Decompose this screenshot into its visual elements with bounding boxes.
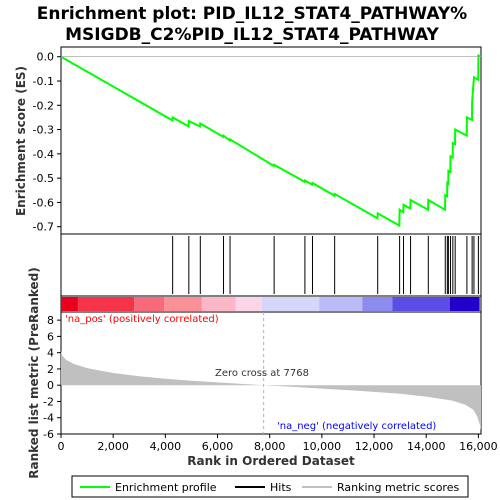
- es-point-3: [222, 134, 225, 137]
- es-point-18: [452, 142, 454, 144]
- es-point-2: [199, 122, 202, 125]
- heatmap-segment-8: [362, 297, 393, 311]
- heatmap-segment-4: [201, 297, 236, 311]
- es-point-11: [402, 204, 405, 206]
- es-point-8: [333, 193, 336, 195]
- es-ytick-label-6: -0.6: [33, 196, 54, 209]
- rank-heatmap-bar: [61, 297, 480, 311]
- heatmap-segment-7: [319, 297, 363, 311]
- es-y-axis-label: Enrichment score (ES): [14, 66, 28, 216]
- es-ytick-label-7: -0.7: [33, 221, 54, 234]
- es-point-4: [229, 138, 231, 141]
- zero-cross-label: Zero cross at 7768: [215, 368, 309, 379]
- legend-box: [71, 475, 469, 498]
- chart-title-line2: MSIGDB_C2%PID_IL12_STAT4_PATHWAY: [65, 25, 439, 45]
- es-panel-frame: [60, 46, 482, 235]
- es-point-15: [446, 182, 449, 184]
- xtick-label-4: 8,000: [254, 440, 286, 453]
- heatmap-segment-1: [77, 297, 135, 311]
- es-point-7: [311, 182, 314, 184]
- xtick-label-3: 6,000: [202, 440, 234, 453]
- legend-hits-label: Hits: [270, 481, 292, 494]
- es-point-10: [398, 208, 401, 211]
- ranked-ytick-label-7: -6: [43, 428, 54, 441]
- es-point-20: [466, 116, 468, 119]
- legend-enrichment-label: Enrichment profile: [115, 481, 217, 494]
- es-y-axis: 0.0 -0.1 -0.2 -0.3 -0.4 -0.5 -0.6 -0.7: [33, 51, 61, 234]
- es-ytick-label-0: 0.0: [37, 51, 55, 64]
- pos-correlated-label: 'na_pos' (positively correlated): [65, 314, 219, 325]
- es-point-12: [409, 199, 412, 201]
- enrichment-profile-line: [60, 53, 482, 228]
- heatmap-segment-0: [61, 297, 78, 311]
- xtick-label-0: 0: [58, 440, 65, 453]
- es-point-13: [427, 199, 430, 201]
- es-point-23: [477, 54, 480, 57]
- es-point-22: [473, 76, 475, 79]
- es-ytick-label-3: -0.3: [33, 124, 54, 137]
- es-ytick-label-4: -0.4: [33, 148, 54, 161]
- xtick-label-5: 10,000: [303, 440, 342, 453]
- heatmap-segment-5: [235, 297, 262, 311]
- heatmap-segment-10: [449, 297, 480, 311]
- hits-panel-frame: [60, 233, 482, 297]
- es-point-1: [188, 120, 190, 122]
- neg-correlated-label: 'na_neg' (negatively correlated): [277, 421, 436, 432]
- ranked-y-axis-label: Ranked list metric (PreRanked): [27, 267, 41, 479]
- ranked-ytick-label-5: -2: [43, 395, 54, 408]
- ranked-ytick-label-1: 6: [47, 330, 54, 343]
- xtick-label-7: 14,000: [407, 440, 446, 453]
- chart-title-line1: Enrichment plot: PID_IL12_STAT4_PATHWAY%: [37, 4, 467, 24]
- ranked-panel-frame: [60, 311, 482, 435]
- heatmap-segment-2: [134, 297, 165, 311]
- ranked-ytick-label-4: 0: [47, 379, 54, 392]
- ranked-y-axis: 8 6 4 2 0 -2 -4 -6: [43, 314, 61, 441]
- x-axis: 0 2,000 4,000 6,000 8,000 10,000 12,000 14,000 1…: [58, 434, 498, 453]
- es-ytick-label-1: -0.1: [33, 75, 54, 88]
- ranked-ytick-label-6: -4: [43, 412, 54, 425]
- heatmap-segment-9: [392, 297, 450, 311]
- es-ytick-label-2: -0.2: [33, 99, 54, 112]
- xtick-label-2: 4,000: [150, 440, 182, 453]
- ranked-ytick-label-2: 4: [47, 347, 54, 360]
- heatmap-segment-3: [164, 297, 202, 311]
- es-point-6: [304, 179, 306, 182]
- es-point-0: [171, 116, 174, 119]
- es-point-16: [447, 170, 450, 172]
- hit-markers: [172, 236, 479, 294]
- es-point-19: [454, 128, 456, 131]
- ranked-metric-area: [61, 312, 481, 434]
- heatmap-segment-6: [261, 297, 320, 311]
- x-axis-label: Rank in Ordered Dataset: [187, 454, 355, 468]
- ranked-metric-fill: [61, 351, 481, 430]
- ranked-ytick-label-0: 8: [47, 314, 54, 327]
- es-point-14: [444, 194, 447, 196]
- es-point-17: [449, 155, 452, 158]
- es-point-21: [471, 102, 473, 104]
- xtick-label-6: 12,000: [355, 440, 394, 453]
- es-point-9: [376, 212, 379, 215]
- xtick-label-1: 2,000: [97, 440, 129, 453]
- es-point-5: [273, 163, 275, 166]
- es-ytick-label-5: -0.5: [33, 172, 54, 185]
- xtick-label-8: 16,000: [459, 440, 498, 453]
- ranked-ytick-label-3: 2: [47, 363, 54, 376]
- enrichment-profile-plot: [60, 53, 482, 228]
- legend-ranking-label: Ranking metric scores: [337, 481, 459, 494]
